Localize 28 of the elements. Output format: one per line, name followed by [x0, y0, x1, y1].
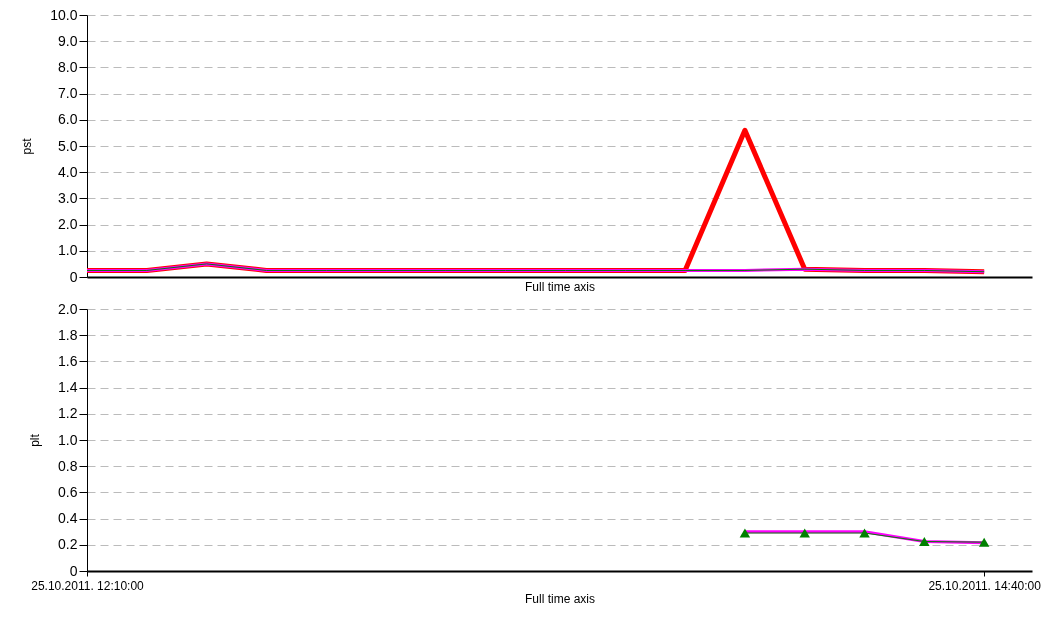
- y-tick-label: 1.8: [58, 326, 78, 343]
- x-axis-title: Full time axis: [524, 279, 596, 294]
- y-tick-label: 1.6: [58, 352, 78, 369]
- y-tick-label: 6.0: [58, 111, 78, 128]
- y-tick-label: 1.4: [58, 379, 78, 396]
- x-axis-title: Full time axis: [524, 591, 596, 606]
- x-tick-label: 25.10.2011. 12:10:00: [31, 578, 145, 593]
- y-tick-label: 2.0: [58, 216, 78, 233]
- y-tick-label: 4.0: [58, 163, 78, 180]
- y-tick-label: 0: [69, 562, 78, 579]
- y-tick-label: 3.0: [58, 189, 78, 206]
- y-tick-label: 2.0: [58, 300, 78, 317]
- y-tick-label: 5.0: [58, 137, 78, 154]
- y-tick-label: 8.0: [58, 58, 78, 75]
- y-tick-label: 0.2: [58, 536, 78, 553]
- y-tick-label: 0: [69, 268, 78, 285]
- y-tick-label: 0.4: [58, 510, 78, 527]
- y-tick-label: 0.8: [58, 457, 78, 474]
- y-tick-label: 1.0: [58, 431, 78, 448]
- y-axis-title: pst: [20, 137, 35, 155]
- y-tick-label: 10.0: [50, 6, 78, 23]
- x-tick-label: 25.10.2011. 14:40:00: [928, 578, 1042, 593]
- y-axis-title: plt: [28, 433, 43, 447]
- y-tick-label: 1.0: [58, 242, 78, 259]
- y-tick-label: 1.2: [58, 405, 78, 422]
- y-tick-label: 0.6: [58, 483, 78, 500]
- y-tick-label: 9.0: [58, 32, 78, 49]
- y-tick-label: 7.0: [58, 85, 78, 102]
